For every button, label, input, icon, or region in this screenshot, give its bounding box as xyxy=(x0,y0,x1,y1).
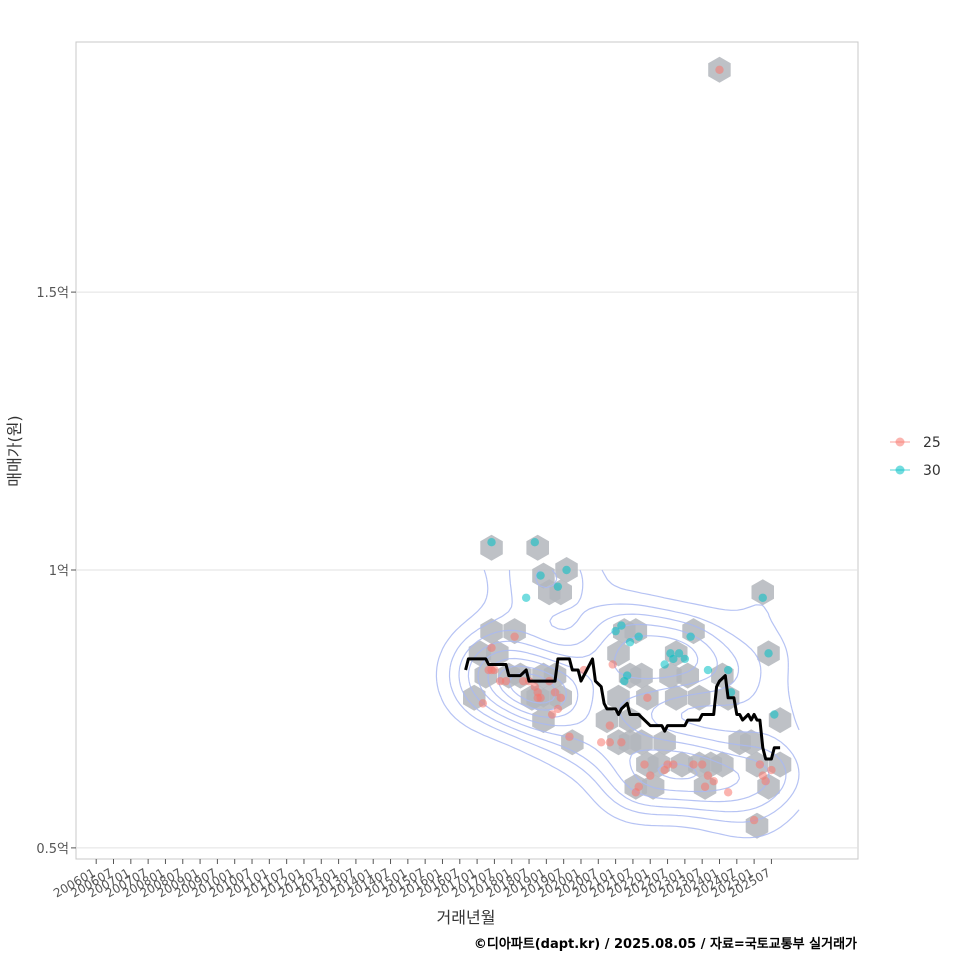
data-point-25 xyxy=(519,676,528,686)
data-point-25 xyxy=(634,782,643,791)
data-point-25 xyxy=(617,738,626,747)
hex-cell xyxy=(676,662,699,689)
legend-label-30: 30 xyxy=(923,463,941,479)
data-point-30 xyxy=(634,632,643,641)
data-point-25 xyxy=(646,771,655,780)
hex-cell xyxy=(688,684,711,711)
y-tick-label: 1억 xyxy=(49,564,69,579)
data-point-30 xyxy=(622,671,632,680)
x-axis-title: 거래년월 xyxy=(437,908,496,927)
data-point-30 xyxy=(703,665,713,675)
data-point-25 xyxy=(749,815,759,825)
data-point-25 xyxy=(689,760,698,769)
data-point-25 xyxy=(596,738,606,747)
data-point-30 xyxy=(674,649,684,658)
data-point-25 xyxy=(487,643,496,653)
data-point-30 xyxy=(611,626,620,636)
data-point-25 xyxy=(565,732,574,741)
data-point-30 xyxy=(521,593,531,602)
data-point-30 xyxy=(553,582,563,591)
data-point-25 xyxy=(700,782,710,791)
trend-line xyxy=(464,657,781,761)
legend-label-25: 25 xyxy=(923,435,941,451)
data-point-30 xyxy=(723,665,733,675)
data-point-30 xyxy=(770,710,779,719)
hex-cell xyxy=(751,579,774,606)
data-point-30 xyxy=(562,565,571,575)
grid-layer xyxy=(76,291,858,849)
density-contour-line xyxy=(458,569,787,813)
data-point-30 xyxy=(680,654,690,664)
data-point-25 xyxy=(715,65,724,74)
data-point-30 xyxy=(758,593,767,602)
data-point-30 xyxy=(617,621,626,630)
data-point-25 xyxy=(697,760,707,769)
data-point-30 xyxy=(487,538,496,547)
trend-layer xyxy=(464,657,781,761)
data-point-25 xyxy=(490,665,499,675)
hex-cell xyxy=(480,534,503,561)
y-axis: 0.5억 1억 1.5억 xyxy=(36,286,76,857)
data-point-25 xyxy=(723,788,733,797)
hex-cell xyxy=(503,618,526,645)
data-point-25 xyxy=(556,693,565,703)
data-point-25 xyxy=(605,721,615,730)
y-tick-label: 1.5억 xyxy=(36,286,69,301)
data-point-25 xyxy=(547,710,557,719)
data-point-25 xyxy=(767,765,776,775)
legend-key-point-30 xyxy=(895,465,905,475)
data-point-25 xyxy=(501,676,511,686)
data-point-30 xyxy=(530,538,540,547)
data-point-25 xyxy=(663,760,672,769)
data-point-25 xyxy=(709,776,718,786)
point-layer xyxy=(478,65,779,825)
chart-caption: ©디아파트(dapt.kr) / 2025.08.05 / 자료=국토교통부 실… xyxy=(474,936,857,952)
data-point-25 xyxy=(495,676,505,686)
data-point-30 xyxy=(625,638,635,647)
data-point-25 xyxy=(755,760,765,769)
hex-cell xyxy=(653,729,676,756)
legend: 25 30 xyxy=(890,435,941,479)
data-point-25 xyxy=(703,771,713,780)
hex-cell xyxy=(659,662,682,689)
hex-cell xyxy=(630,662,653,689)
data-point-25 xyxy=(550,688,560,697)
data-point-25 xyxy=(478,699,488,708)
data-point-30 xyxy=(660,660,669,669)
y-axis-title: 매매가(원) xyxy=(5,415,24,486)
data-point-25 xyxy=(643,693,652,703)
data-point-25 xyxy=(605,738,615,747)
data-point-25 xyxy=(536,693,545,703)
density-contour-line xyxy=(448,569,800,823)
data-point-25 xyxy=(510,632,519,641)
data-point-25 xyxy=(640,760,649,769)
data-point-30 xyxy=(669,654,678,664)
plot-panel xyxy=(75,41,859,860)
data-point-25 xyxy=(553,704,563,714)
x-axis: 2006012006072007012007072008012008072009… xyxy=(51,859,773,901)
density-contour-line xyxy=(435,569,800,839)
data-point-30 xyxy=(764,649,773,658)
data-point-30 xyxy=(686,632,695,641)
y-tick-label: 0.5억 xyxy=(36,842,69,857)
data-point-25 xyxy=(669,760,678,769)
data-point-30 xyxy=(536,571,545,580)
data-point-25 xyxy=(608,660,617,669)
legend-key-point-25 xyxy=(895,437,905,447)
hex-cell xyxy=(740,729,763,756)
data-point-25 xyxy=(761,776,770,786)
hex-cell xyxy=(607,640,630,667)
